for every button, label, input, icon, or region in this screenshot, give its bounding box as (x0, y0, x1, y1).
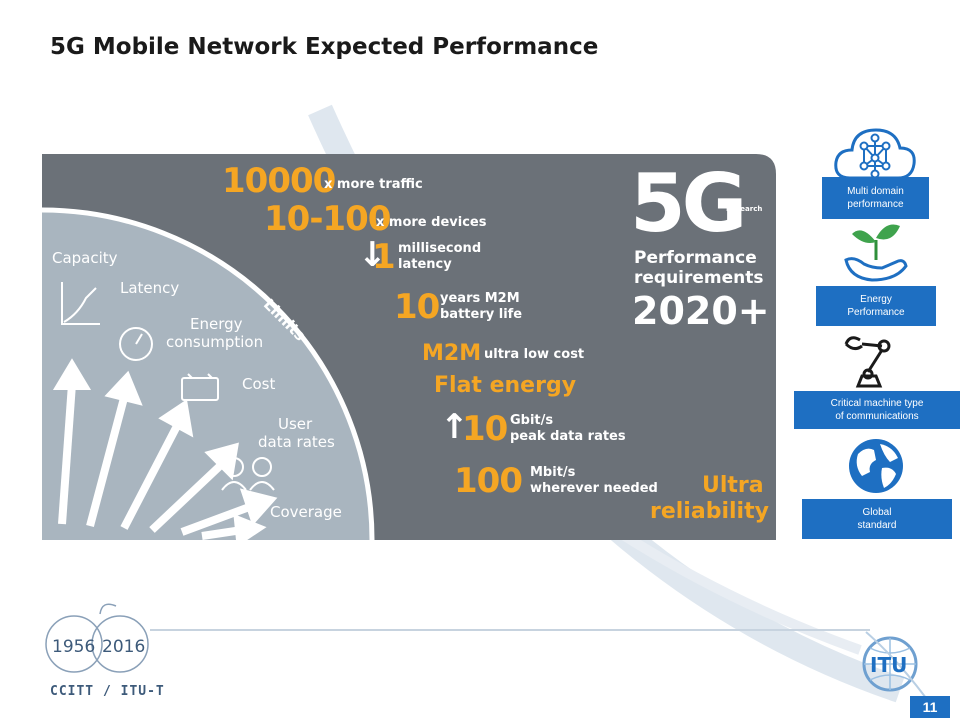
performance-infographic: Capacity Latency Energy consumption Cost… (42, 154, 776, 540)
reliability-line1: Ultra (702, 473, 764, 498)
cloud-network-icon (834, 128, 916, 180)
headline-badge: Research (726, 205, 763, 213)
battery-number: 10 (394, 287, 440, 327)
page-number: 11 (910, 696, 950, 718)
energy-label: Energy Performance (816, 286, 936, 326)
multi-domain-line2: performance (847, 199, 904, 210)
category-coverage: Coverage (270, 503, 342, 521)
plant-in-hand-icon (844, 224, 908, 282)
itu-logo-text: ITU (870, 653, 907, 677)
critical-line2: of communications (835, 411, 919, 422)
global-standard-label: Global standard (802, 499, 952, 539)
headline-5g: 5G (630, 157, 747, 250)
peak-up-arrow: ↑ (440, 407, 469, 447)
energy-line2: Performance (847, 307, 905, 318)
latency-line1: millisecond (398, 241, 482, 256)
m2m-label: M2M (422, 341, 482, 366)
peak-line2: peak data rates (510, 429, 626, 444)
wherever-line1: Mbit/s (530, 465, 576, 480)
wherever-line2: wherever needed (530, 481, 658, 496)
anniversary-end-year: 2016 (102, 637, 145, 657)
category-energy-line1: Energy (190, 315, 243, 333)
robot-arm-icon (844, 336, 891, 388)
category-capacity: Capacity (52, 249, 118, 267)
latency-line2: latency (398, 257, 452, 272)
wherever-number: 100 (454, 461, 523, 501)
traffic-text: x more traffic (324, 177, 423, 192)
globe-icon (849, 439, 903, 493)
energy-line1: Energy (860, 293, 892, 305)
flat-energy: Flat energy (434, 373, 577, 398)
footer-divider (150, 629, 870, 631)
headline-year: 2020+ (632, 289, 770, 333)
peak-line1: Gbit/s (510, 413, 554, 428)
global-line1: Global (862, 506, 892, 518)
latency-number: 1 (372, 237, 396, 277)
devices-text: x more devices (376, 215, 487, 230)
headline-line1: Performance (634, 248, 757, 268)
latency-down-arrow: ↓ (358, 235, 387, 275)
category-energy-line2: consumption (166, 333, 264, 351)
category-cost: Cost (242, 375, 276, 393)
critical-line1: Critical machine type (830, 397, 924, 409)
category-latency: Latency (120, 279, 180, 297)
infographic-background (42, 154, 776, 540)
critical-mtc-label: Critical machine type of communications (794, 391, 960, 429)
multi-domain-label: Multi domain performance (822, 177, 929, 219)
global-line2: standard (857, 520, 897, 531)
headline-line2: requirements (634, 268, 764, 288)
category-user-line2: data rates (258, 433, 335, 451)
slide-title: 5G Mobile Network Expected Performance (50, 34, 599, 60)
multi-domain-line1: Multi domain (847, 185, 904, 197)
anniversary-logo: 1956 2016 (45, 603, 149, 673)
arrows-graphic (52, 282, 278, 540)
itu-logo: ITU (862, 631, 927, 699)
category-user-line1: User (278, 415, 313, 433)
traffic-number: 10000 (222, 161, 336, 201)
battery-line1: years M2M (440, 291, 520, 306)
reliability-line2: reliability (650, 499, 769, 524)
anniversary-start-year: 1956 (52, 637, 95, 657)
devices-number: 10-100 (264, 199, 391, 239)
m2m-text: ultra low cost (484, 347, 585, 362)
anniversary-caption: CCITT / ITU-T (50, 684, 165, 699)
battery-line2: battery life (440, 307, 523, 322)
peak-number: 10 (462, 409, 508, 449)
